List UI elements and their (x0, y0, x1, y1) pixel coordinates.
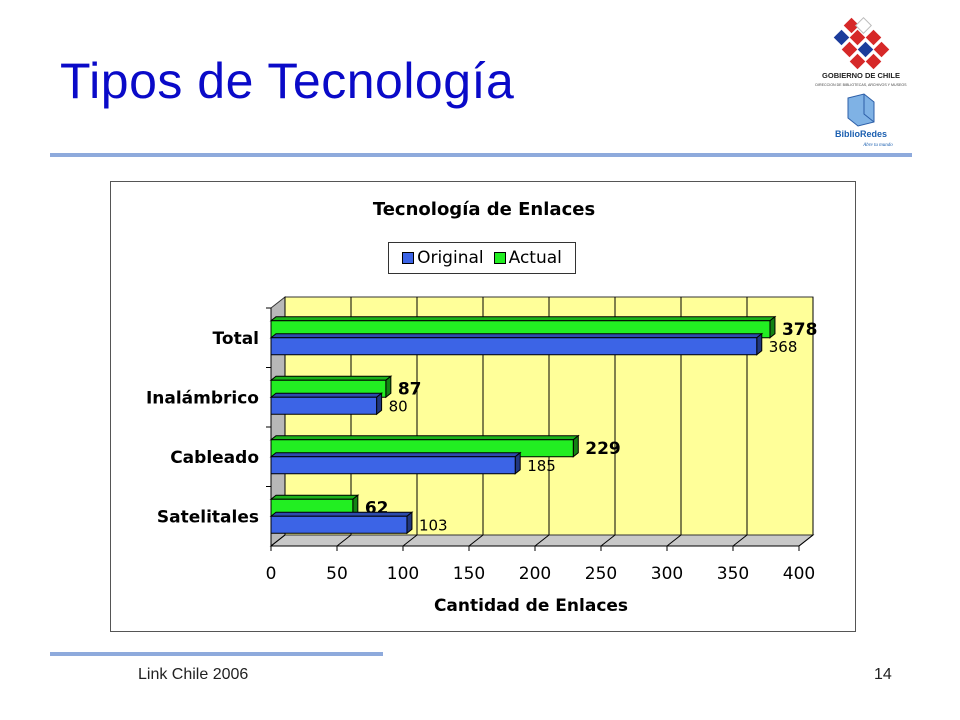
x-tick-label: 0 (266, 564, 277, 584)
logo: GOBIERNO DE CHILE DIRECCION DE BIBLIOTEC… (808, 10, 914, 152)
slide-title: Tipos de Tecnología (60, 53, 515, 109)
data-label: 103 (419, 516, 448, 534)
x-tick-label: 250 (585, 564, 617, 584)
x-tick-label: 50 (326, 564, 348, 584)
footer-text: Link Chile 2006 (138, 666, 249, 683)
y-category-label: Inalámbrico (146, 388, 259, 408)
bar-top-face (269, 452, 522, 458)
legend-item-original: Original (402, 248, 484, 268)
bar-top-face (269, 333, 764, 339)
data-label: 80 (389, 397, 408, 415)
bar-top-face (269, 494, 360, 500)
bar-original (270, 337, 758, 356)
floor-gridline (270, 534, 286, 547)
bar-top-face (269, 316, 777, 322)
bar-end-face (514, 451, 521, 475)
floor-gridline (534, 534, 550, 547)
floor-gridline (798, 534, 814, 547)
logo-org-sub: DIRECCION DE BIBLIOTECAS, ARCHIVOS Y MUS… (815, 83, 907, 87)
x-axis-title: Cantidad de Enlaces (433, 596, 629, 616)
bar-end-face (769, 315, 776, 339)
logo-tagline: Abre tu mundo (862, 143, 893, 148)
x-tick-label: 200 (519, 564, 551, 584)
y-category-label: Satelitales (157, 507, 259, 527)
floor-gridline (336, 534, 352, 547)
bar-original (270, 515, 408, 534)
x-tick-label: 400 (783, 564, 815, 584)
y-category-label: Total (213, 329, 259, 349)
chart-title: Tecnología de Enlaces (372, 199, 596, 220)
data-label: 229 (585, 439, 621, 459)
page-number: 14 (874, 666, 892, 683)
footer-divider (50, 652, 383, 656)
floor-gridline (402, 534, 418, 547)
data-label: 378 (782, 320, 818, 340)
floor-gridline (468, 534, 484, 547)
bar-end-face (572, 434, 579, 458)
bar-top-face (269, 511, 414, 517)
book-icon (847, 93, 875, 127)
logo-brand: BiblioRedes (835, 129, 887, 139)
floor-gridline (732, 534, 748, 547)
chart-legend: Original Actual (388, 242, 576, 274)
title-divider (50, 153, 912, 157)
logo-org-name: GOBIERNO DE CHILE (822, 71, 900, 80)
bar-end-face (406, 511, 413, 535)
bar-original (270, 396, 378, 415)
bar-original (270, 456, 516, 475)
legend-swatch-original (402, 252, 415, 264)
data-label: 185 (527, 457, 556, 475)
x-tick-label: 300 (651, 564, 683, 584)
x-tick-label: 150 (453, 564, 485, 584)
bar-top-face (269, 435, 580, 441)
floor-gridline (666, 534, 682, 547)
legend-swatch-actual (493, 252, 506, 264)
gobierno-chile-logo-icon: GOBIERNO DE CHILE DIRECCION DE BIBLIOTEC… (815, 17, 907, 148)
x-tick-label: 350 (717, 564, 749, 584)
bar-end-face (756, 332, 763, 356)
bar-top-face (269, 392, 384, 398)
chart-frame: Tecnología de Enlaces Original Actual 0 5… (110, 181, 856, 632)
legend-item-actual: Actual (493, 248, 562, 268)
x-tick-label: 100 (387, 564, 419, 584)
data-label: 368 (769, 338, 798, 356)
data-label: 87 (398, 379, 422, 399)
bar-top-face (269, 375, 393, 381)
legend-label-original: Original (417, 248, 484, 268)
bar-end-face (385, 375, 392, 399)
legend-label-actual: Actual (508, 248, 562, 268)
floor-gridline (600, 534, 616, 547)
y-category-label: Cableado (170, 448, 259, 468)
bar-end-face (376, 392, 383, 416)
